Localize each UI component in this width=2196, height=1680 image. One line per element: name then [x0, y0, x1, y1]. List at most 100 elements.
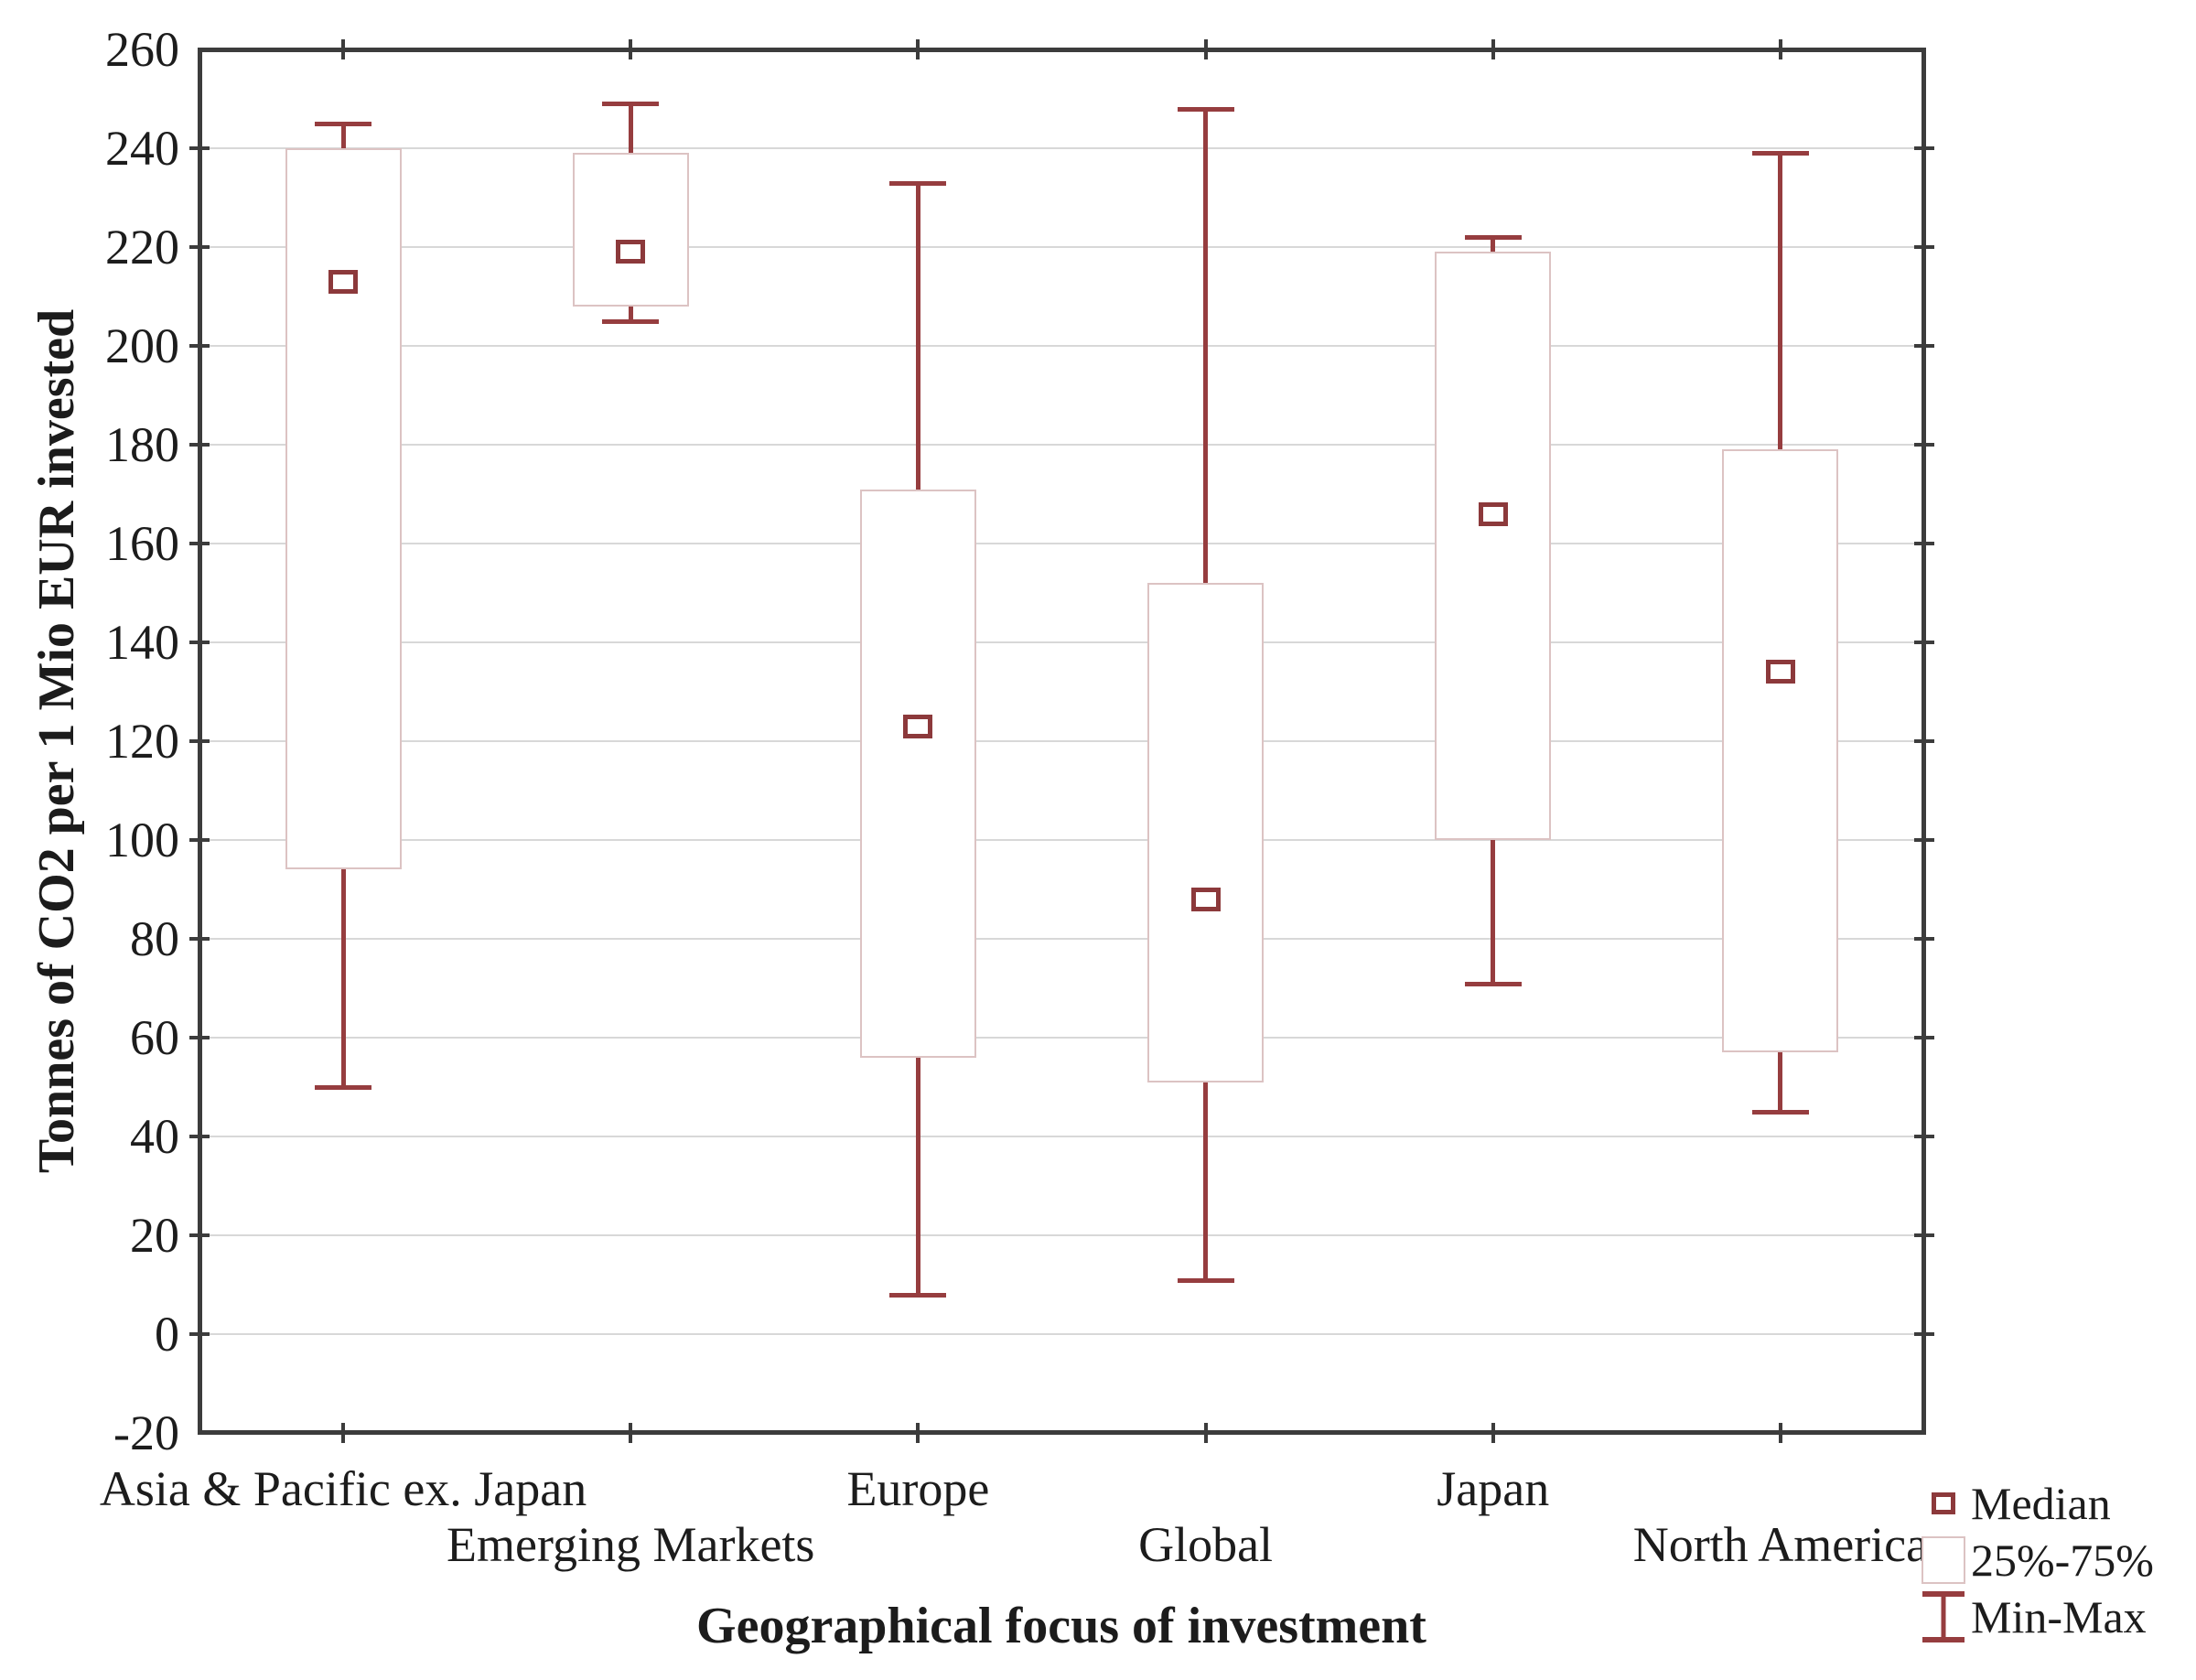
- y-tick-left: [189, 1332, 210, 1336]
- y-tick-right: [1914, 641, 1934, 644]
- median-marker: [1478, 501, 1508, 526]
- median-marker: [903, 714, 933, 738]
- median-marker: [328, 269, 359, 294]
- y-tick-right: [1914, 1036, 1934, 1039]
- legend-whisker-cap-bottom: [1922, 1637, 1965, 1642]
- y-tick-label: 140: [105, 615, 179, 670]
- x-tick-top: [629, 39, 633, 59]
- whisker-cap-min: [602, 319, 660, 324]
- whisker-cap-min: [1464, 981, 1522, 986]
- y-tick-label: 220: [105, 220, 179, 275]
- y-tick-label: 120: [105, 714, 179, 769]
- y-tick-left: [189, 443, 210, 447]
- x-tick-top: [1491, 39, 1495, 59]
- gridline-240: [199, 147, 1924, 149]
- plot-area: [189, 39, 1934, 1443]
- whisker-cap-max: [1177, 106, 1234, 112]
- x-tick-bottom: [1491, 1423, 1495, 1443]
- y-tick-right: [1914, 245, 1934, 249]
- x-tick-bottom: [629, 1423, 633, 1443]
- x-tick-label-japan: Japan: [1437, 1461, 1550, 1516]
- whisker-cap-max: [602, 102, 660, 107]
- x-tick-label-asia-pacific-ex-japan: Asia & Pacific ex. Japan: [99, 1461, 587, 1516]
- y-tick-left: [189, 641, 210, 644]
- y-tick-right: [1914, 1233, 1934, 1237]
- whisker-cap-max: [889, 180, 947, 186]
- y-tick-label: 20: [130, 1208, 179, 1263]
- whisker-stem-upper: [1203, 108, 1209, 584]
- whisker-stem-upper: [915, 182, 920, 490]
- gridline-160: [199, 543, 1924, 544]
- x-tick-bottom: [341, 1423, 346, 1443]
- legend: Median 25%-75% Min-Max: [1916, 1475, 2196, 1645]
- gridline-60: [199, 1037, 1924, 1039]
- x-tick-bottom: [916, 1423, 920, 1443]
- y-tick-left: [189, 1036, 210, 1039]
- iqr-box: [285, 148, 402, 870]
- legend-whisker-icon: [1922, 1591, 1965, 1642]
- y-tick-left: [189, 542, 210, 545]
- y-tick-left: [189, 838, 210, 842]
- whisker-stem-lower: [1778, 1052, 1783, 1112]
- legend-median-icon: [1932, 1492, 1955, 1514]
- legend-label: 25%-75%: [1971, 1535, 2154, 1586]
- gridline-80: [199, 938, 1924, 940]
- y-tick-left: [189, 146, 210, 150]
- iqr-box: [1435, 252, 1552, 840]
- x-tick-label-north-america: North America: [1632, 1517, 1929, 1572]
- y-tick-left: [189, 344, 210, 348]
- gridline-40: [199, 1136, 1924, 1137]
- y-tick-label: 60: [130, 1010, 179, 1065]
- y-tick-right: [1914, 146, 1934, 150]
- iqr-box: [572, 153, 689, 307]
- gridline-0: [199, 1333, 1924, 1335]
- gridline-200: [199, 345, 1924, 347]
- y-tick-label: 200: [105, 318, 179, 373]
- gridline-140: [199, 641, 1924, 643]
- legend-item-25-75: 25%-75%: [1916, 1532, 2196, 1588]
- x-tick-top: [341, 39, 346, 59]
- x-tick-label-europe: Europe: [846, 1461, 990, 1516]
- whisker-stem-upper: [628, 103, 633, 154]
- gridline-180: [199, 444, 1924, 446]
- y-tick-left: [189, 937, 210, 941]
- whisker-cap-max: [315, 122, 372, 126]
- gridline-220: [199, 246, 1924, 248]
- y-tick-label: 180: [105, 417, 179, 472]
- y-tick-right: [1914, 739, 1934, 743]
- gridline-120: [199, 740, 1924, 742]
- legend-whisker-cap-top: [1922, 1591, 1965, 1597]
- x-axis-title: Geographical focus of investment: [696, 1598, 1426, 1654]
- y-tick-label: 80: [130, 911, 179, 966]
- whisker-cap-max: [1751, 151, 1809, 156]
- y-tick-label: 260: [105, 22, 179, 77]
- x-tick-label-emerging-markets: Emerging Markets: [447, 1517, 815, 1572]
- whisker-cap-min: [315, 1085, 372, 1090]
- y-tick-label: -20: [113, 1405, 179, 1460]
- legend-whisker-stem: [1941, 1591, 1946, 1642]
- y-tick-left: [189, 1135, 210, 1138]
- y-tick-label: 240: [105, 121, 179, 176]
- whisker-stem-lower: [915, 1057, 920, 1295]
- y-tick-right: [1914, 1332, 1934, 1336]
- legend-icon-wrap: [1916, 1536, 1971, 1584]
- median-marker: [1765, 660, 1795, 684]
- y-tick-label: 0: [155, 1307, 179, 1362]
- whisker-cap-min: [1751, 1110, 1809, 1115]
- median-marker: [1190, 887, 1221, 911]
- y-tick-label: 100: [105, 813, 179, 867]
- iqr-box: [859, 489, 976, 1058]
- whisker-stem-lower: [340, 869, 346, 1087]
- y-tick-right: [1914, 443, 1934, 447]
- y-tick-label: 40: [130, 1109, 179, 1164]
- y-tick-left: [189, 1233, 210, 1237]
- legend-label: Median: [1971, 1478, 2111, 1529]
- legend-box-icon: [1922, 1536, 1965, 1584]
- x-tick-bottom: [1778, 1423, 1782, 1443]
- x-tick-top: [1778, 39, 1782, 59]
- y-tick-right: [1914, 1135, 1934, 1138]
- whisker-stem-lower: [628, 306, 633, 321]
- gridline-100: [199, 839, 1924, 841]
- y-tick-label: 160: [105, 516, 179, 571]
